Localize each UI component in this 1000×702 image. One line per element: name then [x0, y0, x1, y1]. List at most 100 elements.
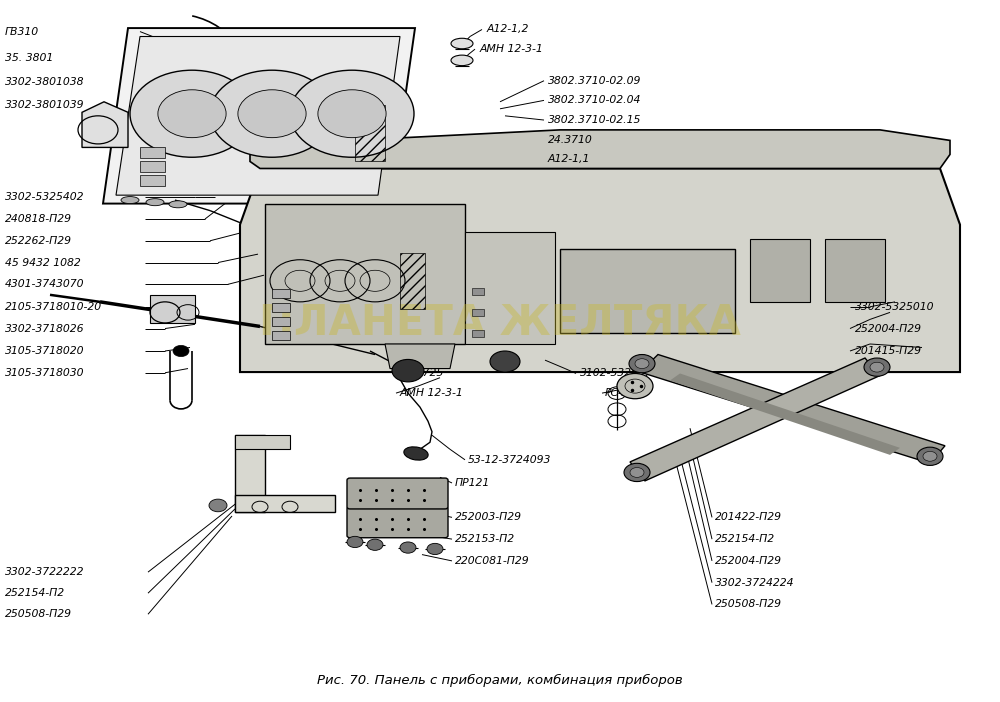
Text: 3302-3801038: 3302-3801038 — [5, 77, 84, 87]
Text: 24.3710: 24.3710 — [548, 135, 593, 145]
Circle shape — [392, 359, 424, 382]
Text: А12-1,2: А12-1,2 — [487, 25, 529, 34]
Circle shape — [635, 359, 649, 369]
Bar — [272, 331, 290, 340]
Bar — [355, 105, 385, 161]
Polygon shape — [240, 168, 960, 372]
Bar — [272, 289, 290, 298]
Circle shape — [624, 463, 650, 482]
Text: 3802.3710-02.04: 3802.3710-02.04 — [548, 95, 641, 105]
Bar — [472, 309, 484, 316]
Polygon shape — [116, 37, 400, 195]
Polygon shape — [82, 102, 128, 147]
Circle shape — [210, 70, 334, 157]
Circle shape — [864, 358, 890, 376]
Text: Рис. 70. Панель с приборами, комбинация приборов: Рис. 70. Панель с приборами, комбинация … — [317, 675, 683, 687]
Polygon shape — [630, 358, 880, 481]
Text: 53-12-3724093: 53-12-3724093 — [468, 455, 551, 465]
Circle shape — [158, 90, 226, 138]
FancyBboxPatch shape — [347, 478, 448, 509]
Bar — [235, 495, 335, 512]
Text: 240818-П29: 240818-П29 — [5, 214, 72, 224]
Bar — [140, 175, 165, 186]
Text: 220С081-П29: 220С081-П29 — [455, 556, 530, 566]
Bar — [140, 147, 165, 158]
Circle shape — [347, 536, 363, 548]
Text: 250508-П29: 250508-П29 — [715, 600, 782, 609]
Bar — [140, 161, 165, 172]
Circle shape — [367, 539, 383, 550]
Bar — [465, 232, 555, 344]
Circle shape — [630, 468, 644, 477]
Text: 45 9432 1082: 45 9432 1082 — [5, 258, 81, 267]
Text: 250508-П29: 250508-П29 — [5, 609, 72, 619]
Bar — [235, 435, 265, 512]
Polygon shape — [103, 28, 415, 204]
Ellipse shape — [451, 38, 473, 48]
Bar — [560, 249, 735, 333]
Text: 252003-П29: 252003-П29 — [455, 512, 522, 522]
Text: 252154-П2: 252154-П2 — [715, 534, 775, 544]
Text: АМН 12-3-1: АМН 12-3-1 — [480, 44, 544, 54]
Bar — [235, 435, 290, 449]
Text: 4301-3743070: 4301-3743070 — [5, 279, 84, 289]
Text: 3302-3718026: 3302-3718026 — [5, 324, 84, 333]
Bar — [750, 239, 810, 302]
Text: 11. 3725: 11. 3725 — [395, 369, 443, 378]
Circle shape — [629, 355, 655, 373]
Text: 201422-П29: 201422-П29 — [715, 512, 782, 522]
Bar — [265, 204, 465, 344]
Bar — [400, 253, 425, 309]
Text: 3302-3724224: 3302-3724224 — [715, 578, 794, 588]
Circle shape — [209, 499, 227, 512]
Text: 201415-П29: 201415-П29 — [855, 346, 922, 356]
Ellipse shape — [404, 447, 428, 460]
Bar — [472, 330, 484, 337]
Text: 252004-П29: 252004-П29 — [715, 556, 782, 566]
Circle shape — [490, 351, 520, 372]
Text: 252262-П29: 252262-П29 — [5, 236, 72, 246]
Circle shape — [870, 362, 884, 372]
Text: 3102-5326070: 3102-5326070 — [580, 369, 660, 378]
Bar — [272, 317, 290, 326]
Text: 3802.3710-02.15: 3802.3710-02.15 — [548, 115, 641, 125]
Text: 3302-3722222: 3302-3722222 — [5, 567, 84, 577]
Circle shape — [917, 447, 943, 465]
Text: АМН 12-3-1: АМН 12-3-1 — [400, 388, 464, 398]
Text: 252154-П2: 252154-П2 — [5, 588, 65, 598]
Text: РС492: РС492 — [605, 388, 640, 398]
Text: 3302-3801039: 3302-3801039 — [5, 100, 84, 110]
FancyBboxPatch shape — [347, 507, 448, 538]
Text: 2105-3718010-20: 2105-3718010-20 — [5, 302, 102, 312]
Circle shape — [400, 542, 416, 553]
Text: 3105-3718030: 3105-3718030 — [5, 368, 84, 378]
Text: ПР121: ПР121 — [455, 478, 490, 488]
Ellipse shape — [121, 197, 139, 204]
Circle shape — [318, 90, 386, 138]
Text: 252004-П29: 252004-П29 — [855, 324, 922, 333]
Bar — [150, 295, 195, 323]
Polygon shape — [640, 355, 945, 463]
Circle shape — [173, 345, 189, 357]
Text: А12-1,1: А12-1,1 — [548, 154, 590, 164]
Text: 3105-3718020: 3105-3718020 — [5, 346, 84, 356]
Ellipse shape — [146, 199, 164, 206]
Polygon shape — [385, 344, 455, 369]
Circle shape — [617, 373, 653, 399]
Text: 3302-5325010: 3302-5325010 — [855, 302, 934, 312]
Text: 35. 3801: 35. 3801 — [5, 53, 53, 62]
Ellipse shape — [169, 201, 187, 208]
Text: ПЛАНЕТА ЖЕЛТЯКА: ПЛАНЕТА ЖЕЛТЯКА — [259, 302, 741, 344]
Circle shape — [238, 90, 306, 138]
Bar — [472, 288, 484, 295]
Polygon shape — [250, 130, 950, 168]
Bar — [272, 303, 290, 312]
Circle shape — [923, 451, 937, 461]
Bar — [825, 239, 885, 302]
Circle shape — [290, 70, 414, 157]
Text: ГВ310: ГВ310 — [5, 27, 39, 37]
Polygon shape — [670, 373, 900, 455]
Text: 252153-П2: 252153-П2 — [455, 534, 515, 544]
Circle shape — [130, 70, 254, 157]
Circle shape — [427, 543, 443, 555]
